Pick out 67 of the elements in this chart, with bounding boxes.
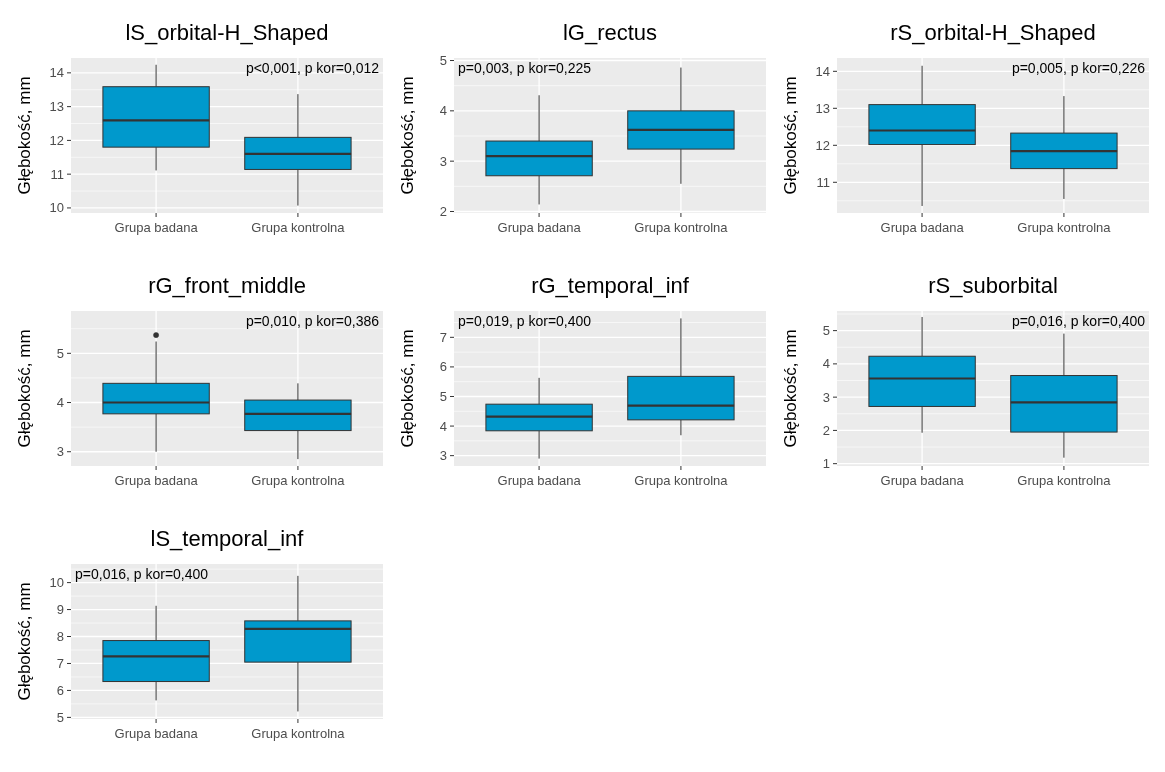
chart-title: rS_orbital-H_Shaped [890, 20, 1096, 45]
y-axis-title: Głębokość, mm [398, 329, 417, 448]
x-tick-label: Grupa badana [497, 473, 582, 488]
chart-title: rG_temporal_inf [531, 273, 690, 298]
x-tick-label: Grupa kontrolna [634, 473, 729, 488]
y-tick-label: 9 [56, 602, 64, 618]
y-tick-label: 4 [56, 395, 64, 411]
annotation: p=0,016, p kor=0,400 [1011, 313, 1146, 329]
y-axis-title: Głębokość, mm [15, 329, 34, 448]
x-tick-label: Grupa badana [880, 220, 965, 235]
y-tick-label: 10 [49, 200, 64, 216]
y-axis-title: Głębokość, mm [781, 76, 800, 195]
y-tick-label: 3 [822, 389, 830, 405]
y-tick-label: 8 [56, 629, 64, 645]
y-axis-title: Głębokość, mm [15, 76, 34, 195]
chart-title: rG_front_middle [148, 273, 306, 298]
y-tick-label: 2 [822, 422, 830, 438]
y-tick-label: 4 [439, 418, 447, 434]
y-tick-label: 12 [49, 132, 64, 148]
y-tick-label: 14 [815, 63, 830, 79]
y-tick-label: 4 [822, 356, 830, 372]
y-tick-label: 1 [822, 456, 830, 472]
annotation: p=0,010, p kor=0,386 [245, 313, 380, 329]
y-tick-label: 6 [56, 682, 64, 698]
y-tick-label: 5 [822, 323, 830, 339]
y-tick-label: 2 [439, 204, 447, 220]
annotation: p=0,005, p kor=0,226 [1011, 60, 1146, 76]
x-tick-label: Grupa kontrolna [1017, 473, 1112, 488]
x-tick-label: Grupa kontrolna [251, 220, 346, 235]
y-tick-label: 14 [49, 65, 64, 81]
y-tick-label: 5 [439, 389, 447, 405]
y-tick-label: 11 [816, 174, 830, 190]
y-axis-title: Głębokość, mm [398, 76, 417, 195]
y-axis-title: Głębokość, mm [781, 329, 800, 448]
y-tick-label: 6 [439, 359, 447, 375]
x-tick-label: Grupa badana [114, 473, 199, 488]
y-tick-label: 13 [815, 100, 830, 116]
x-tick-label: Grupa kontrolna [251, 473, 346, 488]
chart-title: lS_orbital-H_Shaped [125, 20, 329, 45]
y-tick-label: 13 [49, 99, 64, 115]
y-tick-label: 3 [56, 444, 64, 460]
y-tick-label: 3 [439, 153, 447, 169]
x-tick-label: Grupa badana [114, 220, 199, 235]
x-tick-label: Grupa badana [497, 220, 582, 235]
annotation: p=0,016, p kor=0,400 [75, 566, 209, 582]
y-tick-label: 5 [56, 345, 64, 361]
y-tick-label: 3 [439, 448, 447, 464]
chart-title: rS_suborbital [928, 273, 1058, 298]
y-tick-label: 5 [439, 53, 447, 69]
y-tick-label: 4 [439, 103, 447, 119]
y-tick-label: 7 [56, 656, 64, 672]
y-tick-label: 12 [815, 137, 830, 153]
y-tick-label: 7 [439, 329, 447, 345]
annotation: p=0,003, p kor=0,225 [458, 60, 592, 76]
annotation: p=0,019, p kor=0,400 [458, 313, 592, 329]
chart-title: lS_temporal_inf [150, 526, 305, 551]
annotation: p<0,001, p kor=0,012 [245, 60, 380, 76]
y-tick-label: 10 [49, 575, 64, 591]
x-tick-label: Grupa badana [880, 473, 965, 488]
x-tick-label: Grupa kontrolna [634, 220, 729, 235]
x-tick-label: Grupa badana [114, 726, 199, 741]
x-tick-label: Grupa kontrolna [1017, 220, 1112, 235]
x-tick-label: Grupa kontrolna [251, 726, 346, 741]
y-axis-title: Głębokość, mm [15, 582, 34, 701]
y-tick-label: 5 [56, 709, 64, 725]
chart-title: lG_rectus [562, 20, 658, 45]
y-tick-label: 11 [50, 166, 64, 182]
